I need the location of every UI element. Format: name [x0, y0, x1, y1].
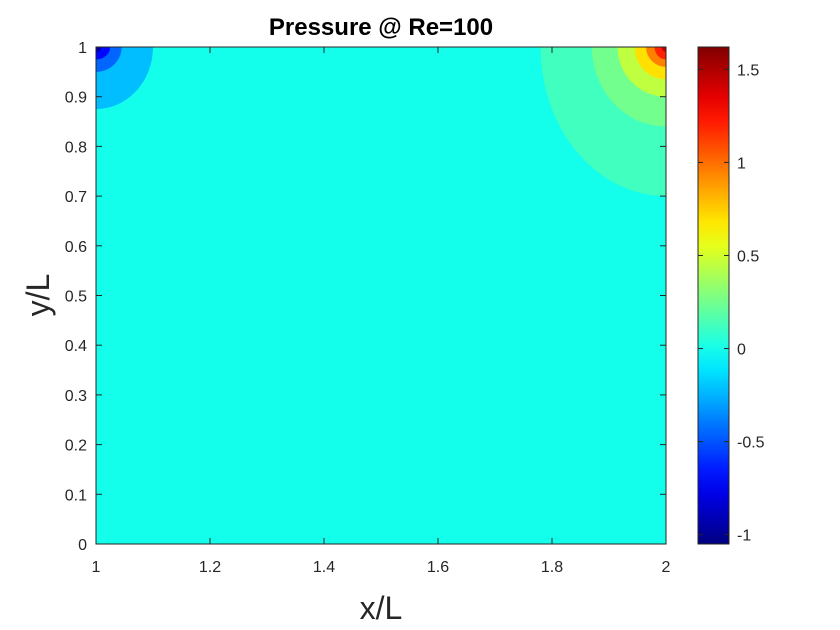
- colorbar-tick-label: 1: [737, 155, 746, 172]
- y-tick-label: 0.7: [65, 189, 87, 206]
- contour-region-1-4: [96, 47, 102, 52]
- x-tick-label: 1.8: [541, 559, 563, 576]
- y-axis-label: y/L: [20, 274, 56, 317]
- colorbar-frame: [697, 46, 730, 545]
- contour-regions: [96, 47, 666, 197]
- contour-region-2-7: [661, 47, 666, 52]
- y-tick-label: 0.9: [65, 90, 87, 107]
- colorbar-tick-label: -0.5: [737, 435, 765, 452]
- y-tick-label: 0.5: [65, 289, 87, 306]
- chart-title: Pressure @ Re=100: [269, 14, 493, 41]
- axes: 1 1.2 1.4 1.6 1.8 2 0 0.1 0.2 0.3 0.4 0.5 0.6 0.7 0.8 0…: [65, 40, 671, 576]
- colorbar-gradient: [698, 47, 729, 544]
- colorbar: -1 -0.5 0 0.5 1 1.5: [697, 46, 765, 545]
- plot-area: [95, 46, 667, 545]
- colorbar-tick-label: 0: [737, 342, 746, 359]
- colorbar-tick-label: 0.5: [737, 248, 759, 265]
- y-tick-label: 1: [78, 40, 87, 57]
- y-tick-label: 0: [78, 537, 87, 554]
- y-tick-label: 0.1: [65, 487, 87, 504]
- x-tick-label: 2: [662, 559, 671, 576]
- x-tick-label: 1.4: [313, 559, 335, 576]
- y-tick-label: 0.4: [65, 338, 87, 355]
- x-tick-label: 1.6: [427, 559, 449, 576]
- x-tick-label: 1: [92, 559, 101, 576]
- colorbar-tick-label: -1: [737, 528, 751, 545]
- x-axis-label: x/L: [360, 590, 403, 626]
- y-tick-label: 0.6: [65, 239, 87, 256]
- colorbar-tick-label: 1.5: [737, 62, 759, 79]
- colorbar-ticks: -1 -0.5 0 0.5 1 1.5: [698, 62, 765, 545]
- y-tick-label: 0.3: [65, 388, 87, 405]
- y-tick-label: 0.8: [65, 139, 87, 156]
- y-tick-label: 0.2: [65, 438, 87, 455]
- x-tick-label: 1.2: [199, 559, 221, 576]
